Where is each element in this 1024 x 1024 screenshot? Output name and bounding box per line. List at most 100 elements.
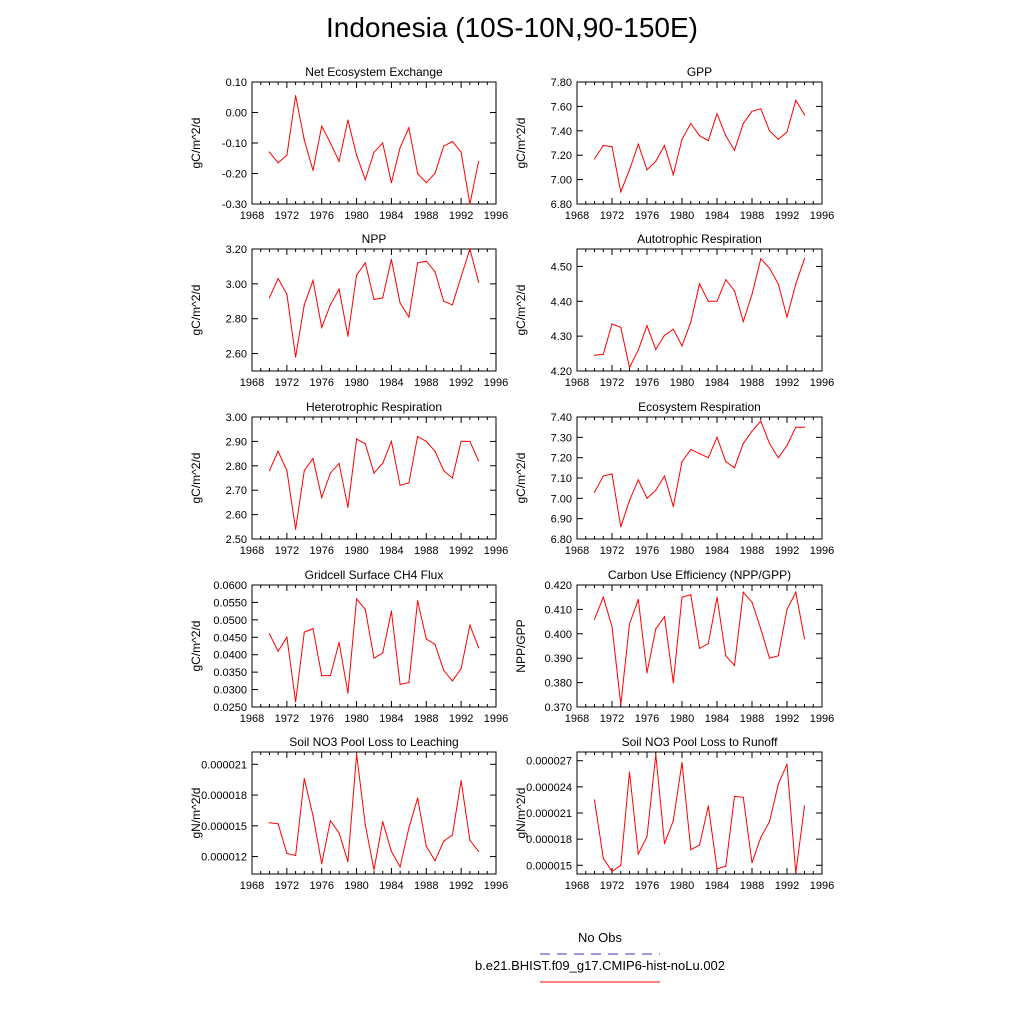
panel-title: Autotrophic Respiration bbox=[637, 232, 762, 246]
series-line bbox=[594, 99, 805, 194]
y-tick-label: 2.80 bbox=[226, 314, 247, 326]
y-axis-label: gC/m^2/d bbox=[514, 453, 528, 504]
y-tick-label: 0.000012 bbox=[201, 852, 247, 864]
y-tick-label: 0.000018 bbox=[201, 790, 247, 802]
data-point bbox=[803, 258, 806, 260]
x-tick-label: 1972 bbox=[275, 545, 299, 557]
y-tick-label: 7.30 bbox=[551, 432, 572, 444]
x-tick-label: 1972 bbox=[275, 713, 299, 725]
x-tick-label: 1988 bbox=[414, 210, 438, 222]
data-point bbox=[451, 680, 454, 682]
data-point bbox=[364, 262, 366, 264]
x-tick-label: 1968 bbox=[565, 210, 589, 222]
y-tick-label: 0.000021 bbox=[526, 808, 572, 820]
x-tick-label: 1992 bbox=[449, 377, 473, 389]
data-point bbox=[602, 857, 604, 859]
data-point bbox=[803, 805, 806, 807]
x-tick-label: 1992 bbox=[449, 713, 473, 725]
legend-label: No Obs bbox=[578, 930, 623, 945]
data-point bbox=[408, 682, 410, 684]
y-tick-label: 0.00 bbox=[226, 108, 247, 120]
y-axis-label: gN/m^2/d bbox=[189, 788, 203, 839]
y-tick-label: 7.40 bbox=[551, 412, 572, 424]
legend: No Obs b.e21.BHIST.f09_g17.CMIP6-hist-noL… bbox=[475, 930, 725, 983]
legend-label: b.e21.BHIST.f09_g17.CMIP6-hist-noLu.002 bbox=[475, 958, 725, 973]
data-point bbox=[698, 283, 701, 285]
x-tick-label: 1988 bbox=[414, 880, 438, 892]
x-tick-label: 1980 bbox=[344, 377, 368, 389]
data-point bbox=[777, 655, 779, 657]
y-tick-label: 2.60 bbox=[226, 510, 247, 522]
data-point bbox=[321, 125, 323, 127]
plot-frame bbox=[251, 584, 497, 708]
data-point bbox=[373, 657, 375, 659]
data-point bbox=[277, 650, 279, 652]
x-tick-label: 1968 bbox=[240, 880, 264, 892]
data-point bbox=[268, 470, 271, 472]
data-point bbox=[277, 278, 279, 280]
data-point bbox=[707, 642, 709, 645]
x-tick-label: 1988 bbox=[740, 210, 764, 222]
y-tick-label: 0.0400 bbox=[213, 650, 247, 662]
y-tick-label: 6.80 bbox=[551, 534, 572, 546]
data-point bbox=[338, 288, 340, 290]
x-tick-label: 1980 bbox=[670, 713, 694, 725]
series-line bbox=[268, 435, 480, 530]
panel-title: NPP bbox=[362, 232, 387, 246]
data-point bbox=[347, 335, 349, 337]
x-tick-label: 1976 bbox=[635, 377, 659, 389]
data-point bbox=[373, 869, 375, 871]
y-tick-label: 2.80 bbox=[226, 461, 247, 473]
data-point bbox=[777, 457, 779, 459]
x-tick-label: 1980 bbox=[344, 880, 368, 892]
x-tick-label: 1976 bbox=[635, 210, 659, 222]
data-point bbox=[399, 302, 401, 304]
data-point bbox=[355, 154, 358, 156]
data-point bbox=[416, 797, 419, 799]
x-tick-label: 1984 bbox=[379, 210, 403, 222]
data-point bbox=[338, 462, 340, 464]
x-tick-label: 1988 bbox=[414, 545, 438, 557]
y-tick-label: 0.0600 bbox=[213, 580, 247, 592]
data-point bbox=[768, 442, 771, 445]
y-axis-label: gC/m^2/d bbox=[189, 285, 203, 336]
y-tick-label: 4.20 bbox=[551, 366, 572, 378]
data-point bbox=[443, 470, 445, 472]
data-point bbox=[425, 845, 427, 847]
data-point bbox=[646, 169, 648, 171]
data-point bbox=[611, 323, 613, 325]
y-tick-label: 6.90 bbox=[551, 514, 572, 526]
y-tick-label: -0.20 bbox=[222, 169, 247, 181]
data-point bbox=[681, 761, 683, 764]
data-point bbox=[637, 853, 639, 855]
y-tick-label: 0.000024 bbox=[526, 782, 572, 794]
x-tick-label: 1984 bbox=[705, 545, 729, 557]
panel-8: Carbon Use Efficiency (NPP/GPP) 1968 1972 1… bbox=[514, 568, 834, 725]
x-tick-label: 1972 bbox=[600, 713, 624, 725]
data-point bbox=[390, 182, 393, 184]
data-point bbox=[460, 440, 462, 442]
data-point bbox=[803, 114, 806, 116]
data-point bbox=[425, 440, 427, 442]
data-point bbox=[620, 703, 622, 706]
data-point bbox=[672, 174, 674, 176]
series-line bbox=[594, 420, 805, 527]
data-point bbox=[672, 820, 674, 822]
y-tick-label: 0.0250 bbox=[213, 702, 247, 714]
x-tick-label: 1972 bbox=[600, 377, 624, 389]
x-tick-label: 1976 bbox=[309, 377, 333, 389]
x-tick-label: 1996 bbox=[484, 713, 508, 725]
panel-title: GPP bbox=[687, 65, 712, 79]
y-axis-label: gC/m^2/d bbox=[189, 453, 203, 504]
x-tick-label: 1968 bbox=[565, 377, 589, 389]
data-point bbox=[707, 139, 709, 142]
x-tick-label: 1972 bbox=[600, 880, 624, 892]
x-tick-label: 1968 bbox=[240, 377, 264, 389]
data-point bbox=[312, 279, 314, 281]
data-point bbox=[321, 496, 323, 499]
data-point bbox=[477, 850, 480, 853]
x-tick-label: 1976 bbox=[635, 880, 659, 892]
data-point bbox=[294, 95, 297, 97]
data-point bbox=[760, 628, 762, 630]
data-point bbox=[338, 832, 340, 834]
